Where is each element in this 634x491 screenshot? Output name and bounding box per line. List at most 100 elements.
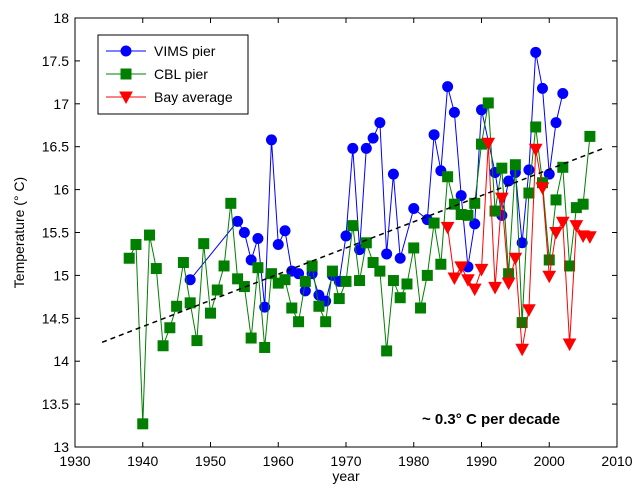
cbl-pier-point (381, 345, 393, 357)
vims-pier-point (374, 117, 386, 129)
cbl-pier-point (177, 257, 189, 269)
cbl-pier-point (462, 209, 474, 221)
cbl-pier-point (171, 300, 183, 312)
cbl-pier-point (401, 278, 413, 290)
cbl-pier-point (577, 198, 589, 210)
legend-swatch-cbl-pier (106, 68, 146, 80)
cbl-pier-point (150, 263, 162, 275)
x-tick-label: 1940 (127, 453, 158, 469)
x-tick-label: 2010 (601, 453, 632, 469)
bay-average-point (508, 252, 523, 266)
vims-pier-point (523, 164, 535, 176)
vims-pier-point (408, 202, 420, 214)
bay-average-point (447, 272, 462, 286)
legend-label-cbl-pier: CBL pier (154, 66, 208, 82)
x-tick-label: 1980 (398, 453, 429, 469)
y-axis-title: Temperature (° C) (11, 177, 27, 288)
vims-pier-point (448, 106, 460, 118)
bay-average-point (494, 192, 509, 206)
cbl-pier-point (509, 159, 521, 171)
cbl-pier-point (448, 198, 460, 210)
cbl-pier-point (225, 197, 237, 209)
bay-average-point (467, 283, 482, 297)
series-bay-average (440, 137, 597, 357)
vims-pier-point (367, 132, 379, 144)
y-tick-label: 17.5 (42, 53, 69, 69)
cbl-pier-point (265, 268, 277, 280)
cbl-pier-point (347, 220, 359, 232)
cbl-pier-point (164, 322, 176, 334)
y-tick-label: 15.5 (42, 225, 69, 241)
x-tick-label: 1930 (59, 453, 90, 469)
vims-pier-point (232, 215, 244, 227)
legend-marker (120, 68, 132, 80)
bay-average-point (542, 270, 557, 284)
bay-average-point (535, 182, 550, 195)
axis-ticks: 1930 1940 1950 1960 1970 1980 1990 2000 2010 13 13… (42, 10, 633, 469)
cbl-pier-point (394, 292, 406, 304)
cbl-pier-point (238, 281, 250, 293)
legend-swatch-vims-pier (106, 45, 146, 57)
vims-pier-point (184, 274, 196, 286)
data-series (101, 46, 604, 430)
legend-item-cbl-pier: CBL pier (106, 66, 208, 82)
bay-average-point (454, 261, 469, 274)
cbl-pier-point (137, 418, 149, 430)
y-tick-label: 14 (53, 353, 69, 369)
x-tick-label: 2000 (534, 453, 565, 469)
cbl-pier-point (415, 302, 427, 314)
vims-pier-point (428, 129, 440, 141)
vims-pier-point (442, 81, 454, 93)
vims-pier-point (272, 239, 284, 251)
cbl-pier-point (557, 161, 569, 173)
y-tick-label: 15 (53, 267, 69, 283)
cbl-pier-point (442, 171, 454, 183)
vims-pier-point (252, 233, 264, 245)
cbl-pier-point (130, 239, 142, 251)
cbl-pier-point (313, 300, 325, 312)
series-cbl-pier (123, 97, 596, 430)
cbl-pier-point (232, 273, 244, 285)
cbl-pier-point (123, 252, 135, 264)
y-tick-label: 17 (53, 96, 69, 112)
cbl-pier-point (550, 194, 562, 206)
x-axis-title: year (332, 468, 360, 484)
bay-average-point (555, 216, 570, 230)
cbl-pier-point (408, 242, 420, 254)
cbl-pier-point (320, 316, 332, 328)
trend-annotation: ~ 0.3° C per decade (422, 411, 560, 428)
bay-average-point (583, 231, 597, 244)
legend-item-vims-pier: VIMS pier (106, 43, 216, 59)
vims-pier-point (550, 117, 562, 129)
vims-pier-point (503, 175, 515, 187)
legend: VIMS pier CBL pier Bay average (97, 34, 249, 115)
cbl-pier-point (293, 316, 305, 328)
x-tick-label: 1960 (263, 453, 294, 469)
cbl-pier-point (421, 269, 433, 281)
cbl-pier-point (306, 260, 318, 272)
x-tick-label: 1990 (466, 453, 497, 469)
cbl-pier-point (211, 284, 223, 296)
cbl-pier-point (191, 335, 203, 347)
vims-pier-point (530, 46, 542, 58)
legend-marker (120, 45, 132, 57)
y-tick-label: 18 (53, 10, 69, 26)
cbl-pier-point (387, 275, 399, 287)
vims-pier-point (469, 218, 481, 230)
plot-frame (74, 17, 618, 448)
bay-average-point (481, 137, 496, 151)
bay-average-point (549, 227, 563, 240)
cbl-pier-point (205, 307, 216, 319)
cbl-pier-point (530, 121, 542, 133)
y-tick-label: 16 (53, 182, 69, 198)
cbl-pier-point (489, 205, 501, 217)
legend-label-bay-average: Bay average (154, 89, 233, 105)
cbl-pier-point (218, 260, 230, 272)
vims-pier-point (557, 88, 569, 100)
cbl-pier-point (157, 340, 169, 352)
vims-pier-point (340, 230, 352, 242)
legend-marker (119, 91, 133, 105)
legend-swatch-bay-average (106, 91, 146, 105)
cbl-pier-point (299, 275, 311, 287)
